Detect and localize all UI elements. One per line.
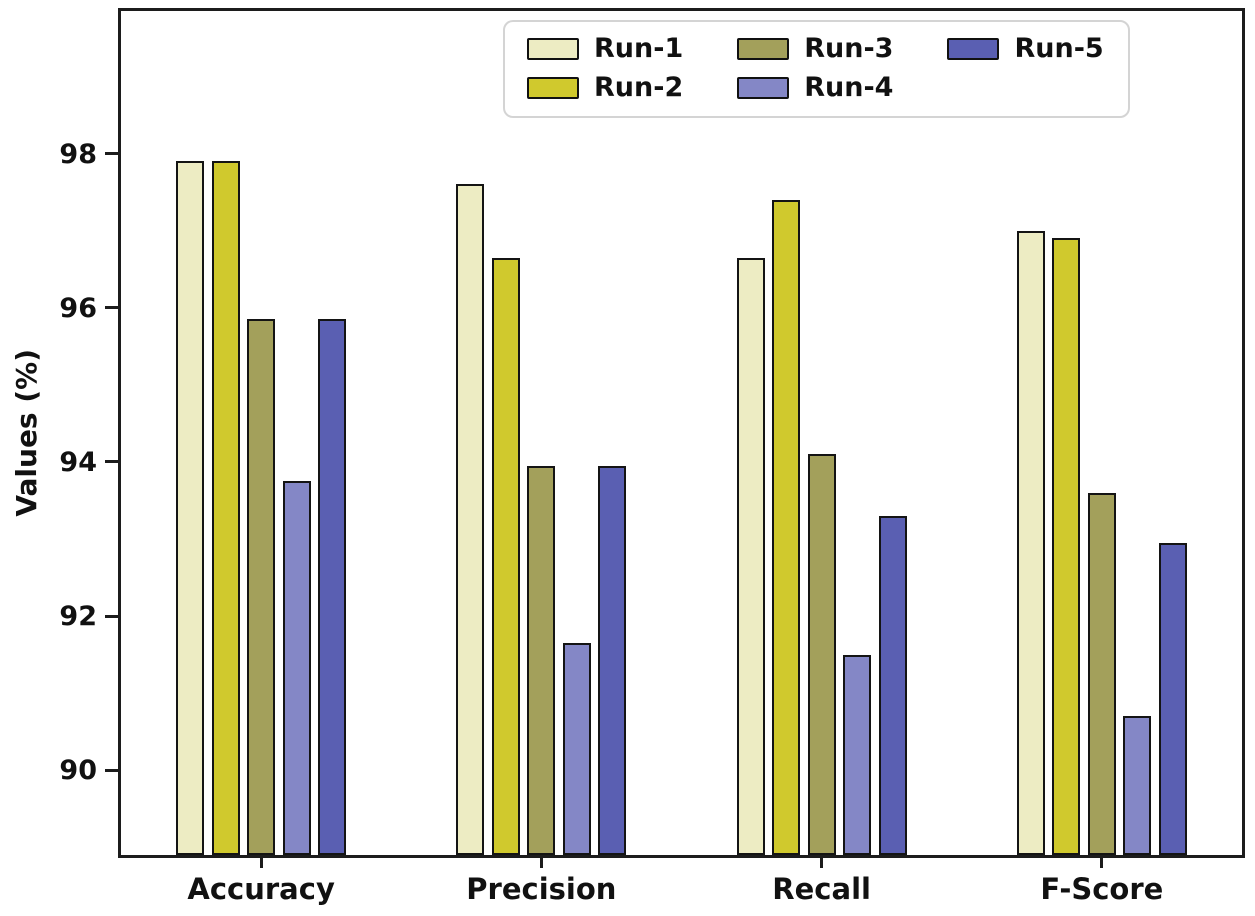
y-tick-mark — [105, 614, 118, 618]
x-tick-mark — [259, 855, 263, 868]
bar-run-5-f-score — [1158, 542, 1187, 855]
legend-label: Run-4 — [804, 71, 894, 103]
bar-run-1-f-score — [1016, 230, 1045, 855]
y-tick-mark — [105, 306, 118, 310]
x-tick-mark — [1100, 855, 1104, 868]
bar-run-4-recall — [843, 654, 872, 855]
legend-label: Run-3 — [804, 33, 894, 64]
y-tick-label: 90 — [59, 755, 97, 787]
bar-run-5-precision — [598, 465, 627, 855]
bar-run-1-recall — [736, 257, 765, 855]
legend-swatch-run-1 — [527, 37, 579, 60]
legend-item-run-4: Run-4 — [737, 71, 894, 103]
legend-item-run-5: Run-5 — [947, 33, 1104, 64]
x-category-label: Accuracy — [187, 872, 335, 906]
x-tick-mark — [539, 855, 543, 868]
legend-item-run-1: Run-1 — [527, 34, 683, 64]
bar-run-2-precision — [491, 257, 520, 855]
y-tick-mark — [105, 768, 118, 772]
x-category-label: F-Score — [1040, 872, 1164, 906]
bar-run-1-precision — [456, 184, 485, 855]
legend-swatch-run-5 — [947, 37, 1000, 60]
y-tick-mark — [105, 152, 118, 156]
y-tick-label: 98 — [59, 138, 97, 170]
bar-run-5-recall — [878, 515, 907, 855]
legend-swatch-run-3 — [737, 37, 790, 60]
legend-label: Run-5 — [1014, 33, 1104, 64]
x-category-label: Precision — [466, 872, 617, 906]
bar-run-3-precision — [527, 465, 556, 855]
y-tick-label: 92 — [59, 601, 97, 633]
legend-swatch-run-4 — [737, 76, 790, 99]
bar-run-2-accuracy — [211, 161, 240, 855]
bar-run-5-accuracy — [318, 319, 347, 855]
bar-run-1-accuracy — [176, 161, 205, 855]
y-axis-title: Values (%) — [9, 349, 43, 517]
plot-area: 90 92 94 96 98 Accuracy Precision Recall F-Score — [59, 8, 1245, 904]
legend-label: Run-2 — [594, 71, 684, 103]
y-tick-mark — [105, 460, 118, 464]
legend: Run-1 Run-2 Run-3 Run-4 Run-5 — [503, 20, 1130, 119]
bar-run-4-f-score — [1123, 716, 1152, 855]
y-tick-label: 96 — [59, 292, 97, 324]
bar-run-2-f-score — [1052, 238, 1081, 855]
x-category-label: Recall — [772, 872, 871, 906]
y-tick-label: 94 — [59, 446, 97, 478]
legend-label: Run-1 — [594, 33, 684, 64]
bar-run-4-accuracy — [282, 481, 311, 855]
legend-item-run-2: Run-2 — [527, 71, 684, 103]
legend-swatch-run-2 — [527, 76, 579, 99]
bar-run-2-recall — [772, 199, 801, 855]
x-tick-mark — [820, 855, 824, 868]
bar-run-3-recall — [807, 454, 836, 855]
bar-run-3-f-score — [1087, 492, 1116, 855]
bar-run-3-accuracy — [247, 319, 276, 855]
y-axis-title-wrap: Values (%) — [0, 8, 52, 858]
bar-run-4-precision — [562, 643, 591, 855]
legend-item-run-3: Run-3 — [737, 34, 893, 64]
